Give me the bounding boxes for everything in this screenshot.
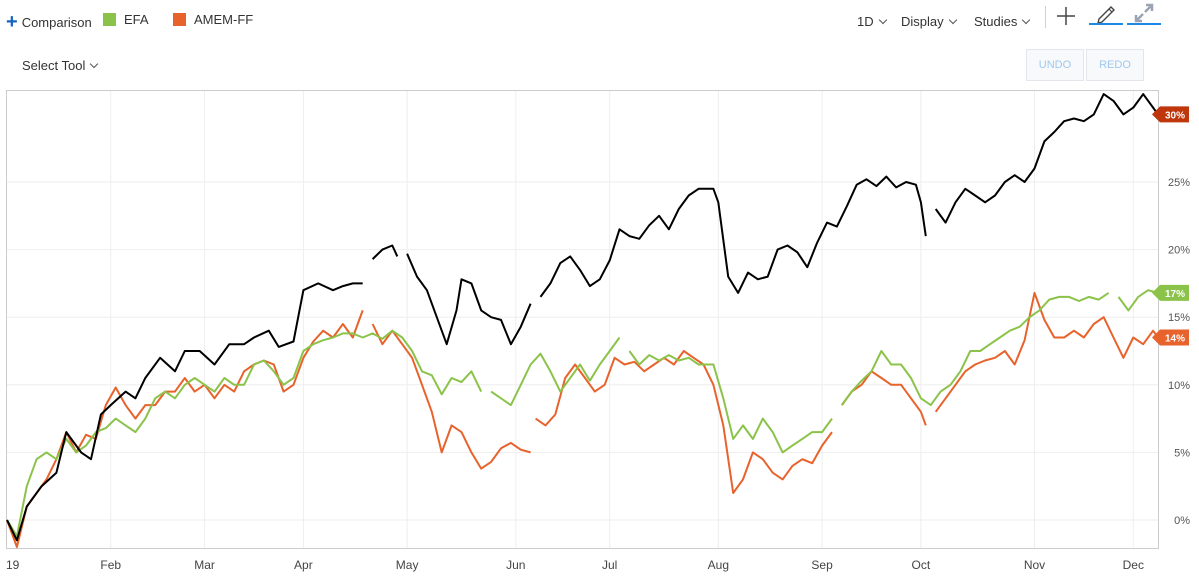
fullscreen-underline <box>1127 23 1161 25</box>
x-tick-label: May <box>396 558 419 572</box>
display-dropdown[interactable]: Display <box>901 14 957 29</box>
expand-icon <box>1134 3 1154 23</box>
series-amem-ff <box>6 291 1159 548</box>
fullscreen-button[interactable] <box>1127 3 1161 27</box>
x-tick-label: Nov <box>1024 558 1045 572</box>
x-tick-label: Apr <box>294 558 313 572</box>
series-line-segment <box>535 350 833 494</box>
series-line-segment <box>840 370 927 426</box>
crosshair-button[interactable] <box>1055 5 1077 27</box>
display-label: Display <box>901 14 944 29</box>
x-tick-label: Aug <box>708 558 729 572</box>
plus-icon: + <box>6 11 18 33</box>
legend-item-amem-ff[interactable]: AMEM-FF <box>173 12 253 27</box>
legend-label-efa: EFA <box>124 12 149 27</box>
interval-label: 1D <box>857 14 874 29</box>
x-tick-label: Jul <box>602 558 617 572</box>
pencil-icon <box>1097 6 1115 23</box>
legend-label-amem-ff: AMEM-FF <box>194 12 254 27</box>
series-primary <box>6 93 1159 542</box>
badge-label: 17% <box>1165 289 1185 300</box>
plot-frame <box>6 90 1159 549</box>
draw-tool-button[interactable] <box>1089 3 1123 27</box>
x-tick-label: Dec <box>1123 558 1144 572</box>
series-layer <box>6 93 1159 548</box>
badge-shape <box>1152 284 1189 301</box>
y-tick-label: 25% <box>1168 177 1190 189</box>
series-line-segment <box>371 323 531 470</box>
series-line-segment <box>934 291 1159 413</box>
x-tick-label: 19 <box>6 558 20 572</box>
legend-item-efa[interactable]: EFA <box>103 12 149 27</box>
interval-dropdown[interactable]: 1D <box>857 14 887 29</box>
badge-shape <box>1152 106 1189 123</box>
series-line-segment <box>406 253 532 346</box>
y-tick-label: 20% <box>1168 245 1190 257</box>
axis-layer: 0% 5% 10% 15% 20% 25% 19 Feb Mar Apr May Jun Jul Aug S… <box>6 177 1190 572</box>
grid-layer <box>7 91 1158 548</box>
redo-button[interactable]: REDO <box>1086 49 1144 81</box>
select-tool-label: Select Tool <box>22 58 86 73</box>
studies-dropdown[interactable]: Studies <box>974 14 1031 29</box>
x-tick-label: Mar <box>194 558 215 572</box>
series-line-segment <box>1117 289 1159 312</box>
legend-swatch-amem-ff <box>173 13 186 26</box>
badge-label: 30% <box>1165 110 1185 121</box>
y-tick-label: 15% <box>1168 312 1190 324</box>
badge-layer: 30% 17% 14% <box>1152 106 1189 346</box>
legend-swatch-efa <box>103 13 116 26</box>
draw-tool-underline <box>1089 23 1123 25</box>
series-line-segment <box>840 292 1110 407</box>
series-line-segment <box>490 336 621 407</box>
crosshair-icon <box>1057 7 1075 25</box>
undo-button[interactable]: UNDO <box>1026 49 1084 81</box>
last-value-badge: 14% <box>1152 329 1189 346</box>
series-line-segment <box>934 93 1159 224</box>
series-line-segment <box>539 175 927 298</box>
select-tool-dropdown[interactable]: Select Tool <box>22 58 99 73</box>
y-tick-label: 5% <box>1174 447 1190 459</box>
series-efa <box>6 289 1159 538</box>
x-tick-label: Sep <box>811 558 833 572</box>
y-tick-label: 10% <box>1168 380 1190 392</box>
y-tick-label: 0% <box>1174 515 1190 527</box>
badge-shape <box>1152 329 1189 346</box>
badge-label: 14% <box>1165 333 1185 344</box>
series-line-segment <box>6 282 363 542</box>
comparison-label: Comparison <box>21 14 92 30</box>
x-tick-label: Feb <box>100 558 121 572</box>
x-tick-label: Jun <box>506 558 525 572</box>
x-tick-label: Oct <box>912 558 931 572</box>
last-value-badge: 30% <box>1152 106 1189 123</box>
series-line-segment <box>6 329 483 538</box>
series-line-segment <box>628 350 833 454</box>
last-value-badge: 17% <box>1152 284 1189 301</box>
toolbar-divider <box>1045 6 1046 28</box>
studies-label: Studies <box>974 14 1018 29</box>
series-line-segment <box>371 244 399 260</box>
comparison-button[interactable]: + Comparison <box>6 11 92 33</box>
